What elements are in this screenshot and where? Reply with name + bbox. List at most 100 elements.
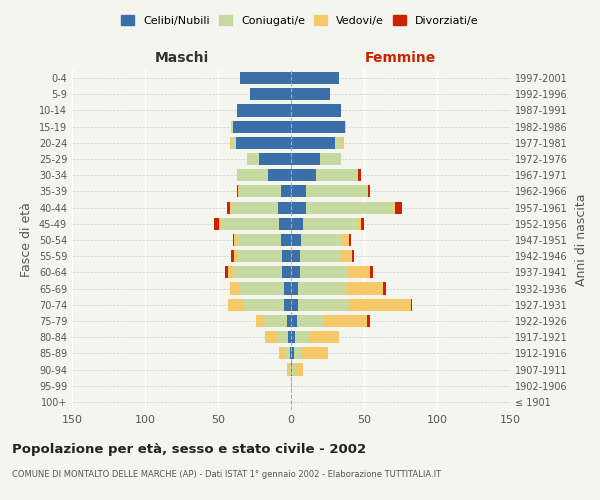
Bar xyxy=(226,266,228,278)
Bar xyxy=(291,202,305,213)
Bar xyxy=(349,234,351,246)
Bar xyxy=(367,186,368,198)
Bar xyxy=(287,364,290,376)
Bar xyxy=(395,202,402,213)
Bar xyxy=(383,282,386,294)
Bar xyxy=(280,348,285,360)
Bar xyxy=(227,202,230,213)
Bar xyxy=(278,202,291,213)
Bar xyxy=(291,380,292,392)
Bar xyxy=(282,266,291,278)
Bar xyxy=(233,234,234,246)
Bar xyxy=(370,266,373,278)
Bar xyxy=(236,137,291,149)
Bar xyxy=(234,250,238,262)
Bar xyxy=(305,202,393,213)
Bar xyxy=(291,137,335,149)
Bar xyxy=(278,331,288,343)
Bar xyxy=(300,250,341,262)
Bar xyxy=(287,315,291,327)
Bar xyxy=(231,250,234,262)
Bar xyxy=(220,218,221,230)
Bar xyxy=(265,331,278,343)
Bar xyxy=(348,266,370,278)
Bar xyxy=(243,298,284,311)
Bar xyxy=(352,250,354,262)
Bar xyxy=(411,298,412,311)
Text: Popolazione per età, sesso e stato civile - 2002: Popolazione per età, sesso e stato civil… xyxy=(12,442,366,456)
Bar xyxy=(291,234,301,246)
Bar xyxy=(297,315,323,327)
Bar xyxy=(214,218,220,230)
Bar xyxy=(368,186,370,198)
Bar xyxy=(231,120,233,132)
Bar xyxy=(240,282,284,294)
Bar xyxy=(284,282,291,294)
Bar xyxy=(291,104,341,117)
Bar xyxy=(291,266,300,278)
Bar xyxy=(300,266,348,278)
Bar xyxy=(291,169,316,181)
Bar xyxy=(234,266,282,278)
Bar xyxy=(310,331,339,343)
Bar xyxy=(268,169,291,181)
Bar xyxy=(230,137,231,149)
Bar xyxy=(291,282,298,294)
Bar xyxy=(393,202,395,213)
Bar xyxy=(290,348,291,360)
Bar xyxy=(291,315,297,327)
Bar xyxy=(367,315,370,327)
Bar xyxy=(305,186,367,198)
Bar xyxy=(291,250,300,262)
Bar xyxy=(316,169,356,181)
Bar xyxy=(292,364,295,376)
Bar xyxy=(335,137,342,149)
Bar xyxy=(291,153,320,165)
Bar xyxy=(295,331,310,343)
Bar xyxy=(237,169,238,181)
Bar xyxy=(291,298,298,311)
Bar xyxy=(237,104,291,117)
Bar xyxy=(238,169,268,181)
Bar xyxy=(342,234,349,246)
Bar xyxy=(231,202,278,213)
Bar xyxy=(320,153,341,165)
Bar xyxy=(250,88,291,101)
Bar xyxy=(290,364,291,376)
Bar xyxy=(237,186,238,198)
Text: Maschi: Maschi xyxy=(154,51,209,65)
Bar xyxy=(228,266,234,278)
Bar xyxy=(240,72,291,84)
Bar xyxy=(285,348,290,360)
Bar xyxy=(230,202,231,213)
Bar xyxy=(280,218,291,230)
Bar xyxy=(238,186,240,198)
Bar xyxy=(358,218,361,230)
Bar xyxy=(233,120,291,132)
Bar xyxy=(345,120,346,132)
Bar xyxy=(259,153,291,165)
Y-axis label: Anni di nascita: Anni di nascita xyxy=(575,194,587,286)
Bar xyxy=(349,298,411,311)
Bar xyxy=(342,137,344,149)
Bar xyxy=(228,298,243,311)
Bar xyxy=(282,250,291,262)
Bar xyxy=(291,88,331,101)
Bar xyxy=(361,218,364,230)
Bar xyxy=(230,282,240,294)
Bar xyxy=(298,282,346,294)
Bar xyxy=(291,120,345,132)
Bar xyxy=(358,169,361,181)
Bar xyxy=(281,234,291,246)
Bar xyxy=(291,72,339,84)
Bar xyxy=(301,234,342,246)
Bar xyxy=(231,137,236,149)
Bar xyxy=(291,364,292,376)
Bar xyxy=(237,234,281,246)
Bar xyxy=(294,348,301,360)
Y-axis label: Fasce di età: Fasce di età xyxy=(20,202,33,278)
Bar xyxy=(288,331,291,343)
Bar xyxy=(295,364,302,376)
Bar xyxy=(238,250,282,262)
Bar xyxy=(284,298,291,311)
